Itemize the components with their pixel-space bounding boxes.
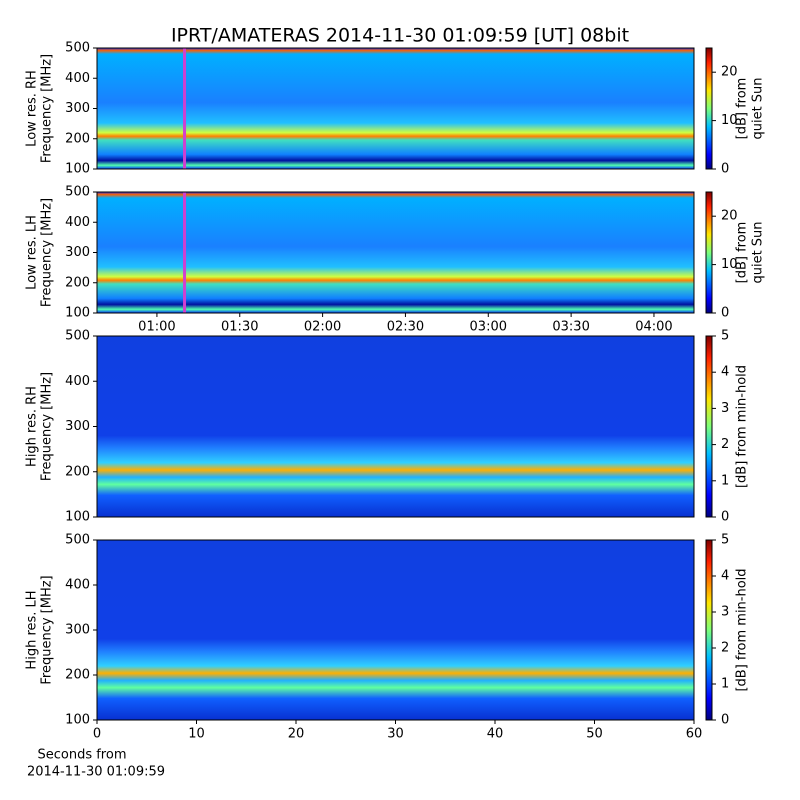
x-tick-label: 40 [487, 727, 504, 742]
chart-title: IPRT/AMATERAS 2014-11-30 01:09:59 [UT] 0… [171, 25, 629, 47]
y-tick-label: 100 [65, 713, 90, 728]
y-tick-label: 300 [65, 419, 90, 434]
colorbar-label: quiet Sun [751, 77, 766, 139]
spectrogram [97, 48, 694, 169]
x-axis-label: 2014-11-30 01:09:59 [27, 765, 165, 780]
colorbar-tick-label: 20 [721, 65, 738, 80]
y-axis-label: High res. RH [25, 386, 40, 467]
y-tick-label: 400 [65, 578, 90, 593]
colorbar-label: [dB] from [735, 222, 750, 284]
colorbar [705, 539, 713, 721]
y-tick-label: 200 [65, 131, 90, 146]
y-tick-label: 500 [65, 41, 90, 56]
y-tick-label: 100 [65, 162, 90, 177]
colorbar-tick-label: 10 [721, 257, 738, 272]
colorbar-tick-label: 1 [721, 677, 729, 692]
x-tick-label: 10 [188, 727, 205, 742]
x-tick-label: 01:30 [221, 320, 258, 335]
x-tick-label: 60 [686, 727, 703, 742]
spectrogram [97, 336, 694, 517]
x-tick-label: 50 [586, 727, 603, 742]
colorbar [705, 47, 713, 170]
colorbar-tick-label: 0 [721, 713, 729, 728]
y-tick-label: 200 [65, 464, 90, 479]
colorbar-tick-label: 3 [721, 605, 729, 620]
y-tick-label: 300 [65, 101, 90, 116]
y-tick-label: 100 [65, 306, 90, 321]
y-tick-label: 500 [65, 329, 90, 344]
y-axis-label: Frequency [MHz] [40, 575, 55, 684]
colorbar-label: [dB] from min-hold [735, 568, 750, 691]
y-axis-label: Frequency [MHz] [40, 372, 55, 481]
spectrogram [97, 192, 694, 313]
y-axis-label: Low res. RH [25, 70, 40, 147]
x-tick-label: 02:00 [304, 320, 341, 335]
colorbar [705, 335, 713, 518]
colorbar-tick-label: 20 [721, 209, 738, 224]
x-tick-label: 03:00 [470, 320, 507, 335]
x-tick-label: 0 [93, 727, 101, 742]
y-tick-label: 200 [65, 668, 90, 683]
colorbar-tick-label: 4 [721, 365, 729, 380]
colorbar [705, 191, 713, 314]
colorbar-tick-label: 5 [721, 329, 729, 344]
x-tick-label: 04:00 [635, 320, 672, 335]
y-axis-label: Frequency [MHz] [40, 54, 55, 163]
x-tick-label: 20 [288, 727, 305, 742]
y-tick-label: 400 [65, 374, 90, 389]
y-tick-label: 500 [65, 185, 90, 200]
y-tick-label: 200 [65, 275, 90, 290]
colorbar-tick-label: 3 [721, 401, 729, 416]
x-axis-label: Seconds from [37, 748, 126, 763]
y-tick-label: 100 [65, 510, 90, 525]
y-axis-label: Frequency [MHz] [40, 198, 55, 307]
colorbar-tick-label: 5 [721, 533, 729, 548]
y-axis-label: High res. LH [25, 590, 40, 669]
x-tick-label: 02:30 [387, 320, 424, 335]
spectrogram [97, 540, 694, 720]
y-tick-label: 400 [65, 71, 90, 86]
colorbar-label: quiet Sun [751, 221, 766, 283]
x-tick-label: 30 [387, 727, 404, 742]
y-axis-label: Low res. LH [25, 215, 40, 290]
colorbar-label: [dB] from [735, 78, 750, 140]
y-tick-label: 300 [65, 245, 90, 260]
colorbar-tick-label: 1 [721, 473, 729, 488]
colorbar-tick-label: 2 [721, 437, 729, 452]
colorbar-tick-label: 4 [721, 569, 729, 584]
x-tick-label: 03:30 [552, 320, 589, 335]
x-tick-label: 01:00 [138, 320, 175, 335]
colorbar-tick-label: 0 [721, 162, 729, 177]
colorbar-tick-label: 0 [721, 306, 729, 321]
colorbar-label: [dB] from min-hold [735, 365, 750, 488]
colorbar-tick-label: 10 [721, 113, 738, 128]
colorbar-tick-label: 0 [721, 510, 729, 525]
y-tick-label: 300 [65, 623, 90, 638]
y-tick-label: 500 [65, 533, 90, 548]
y-tick-label: 400 [65, 215, 90, 230]
colorbar-tick-label: 2 [721, 641, 729, 656]
